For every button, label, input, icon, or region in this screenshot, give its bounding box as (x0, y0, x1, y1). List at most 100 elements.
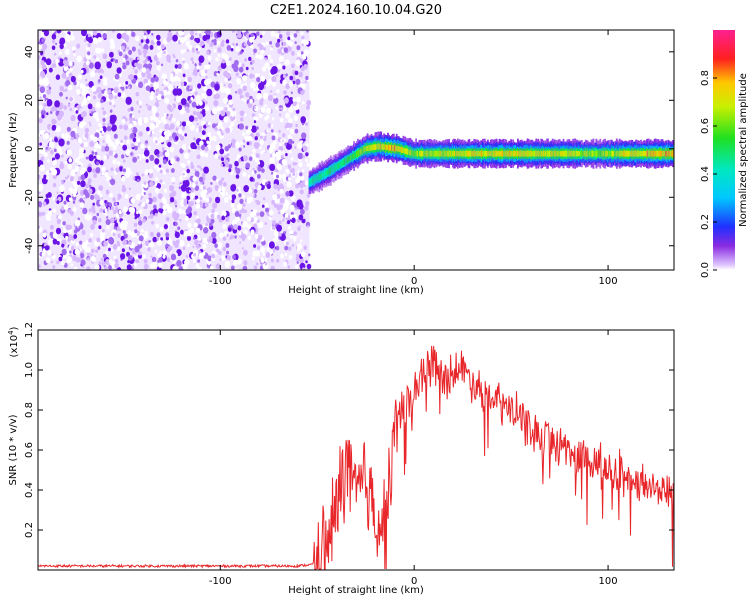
noise-blob (182, 246, 186, 250)
noise-blob (92, 202, 95, 206)
noise-blob (161, 196, 166, 203)
noise-blob (99, 75, 103, 79)
signal-cell (600, 150, 603, 157)
signal-cell (578, 151, 580, 157)
noise-blob (296, 253, 300, 258)
noise-blob (205, 241, 208, 245)
noise-blob (306, 105, 310, 110)
noise-blob (128, 187, 131, 191)
noise-blob (122, 57, 126, 62)
noise-blob (90, 248, 95, 254)
noise-blob (96, 212, 100, 217)
signal-cell (580, 151, 582, 157)
noise-blob (205, 198, 210, 203)
noise-blob (185, 120, 191, 127)
signal-cell (310, 179, 313, 184)
noise-blob (288, 117, 293, 124)
noise-blob (95, 47, 101, 54)
noise-blob (193, 222, 198, 228)
noise-blob (99, 200, 104, 206)
noise-blob (224, 77, 228, 82)
noise-blob (242, 265, 248, 270)
noise-blob (156, 239, 162, 246)
noise-blob (82, 207, 88, 215)
noise-blob (212, 123, 217, 129)
noise-blob (153, 82, 159, 89)
signal-cell (614, 150, 617, 157)
noise-blob (50, 260, 54, 264)
noise-blob (88, 238, 92, 243)
noise-blob (192, 245, 195, 249)
noise-blob (264, 57, 268, 61)
noise-blob (47, 159, 50, 163)
noise-blob (173, 55, 176, 59)
noise-blob (95, 249, 99, 253)
noise-blob (181, 121, 187, 127)
noise-blob (93, 148, 97, 153)
signal-cell (376, 144, 379, 150)
noise-blob (226, 216, 230, 220)
noise-blob (118, 51, 123, 57)
signal-cell (558, 150, 561, 157)
noise-blob (82, 99, 88, 106)
noise-blob (230, 114, 236, 121)
noise-blob (276, 258, 280, 263)
signal-cell (644, 151, 646, 157)
noise-blob (176, 88, 183, 96)
noise-blob (38, 84, 41, 88)
noise-blob (116, 33, 122, 40)
noise-blob (98, 261, 102, 265)
noise-blob (251, 171, 255, 175)
noise-blob (41, 64, 47, 70)
noise-blob (121, 32, 127, 40)
noise-blob (226, 233, 229, 237)
noise-blob (74, 158, 79, 163)
noise-blob (64, 133, 70, 140)
noise-blob (291, 217, 296, 224)
signal-cell (667, 150, 670, 157)
noise-blob (197, 83, 202, 89)
noise-blob (121, 86, 125, 91)
noise-blob (241, 63, 245, 68)
noise-blob (79, 94, 82, 97)
signal-cell (545, 150, 547, 157)
signal-cell (322, 172, 324, 178)
snr-x-label: Height of straight line (km) (288, 585, 424, 596)
noise-blob (228, 82, 233, 89)
noise-blob (163, 113, 167, 117)
noise-blob (113, 209, 117, 215)
signal-cell (668, 150, 671, 157)
noise-blob (267, 54, 272, 60)
signal-cell (381, 144, 384, 150)
noise-blob (210, 213, 215, 219)
noise-blob (42, 94, 47, 99)
signal-cell (414, 150, 416, 157)
signal-cell (440, 150, 443, 157)
noise-blob (224, 159, 229, 165)
noise-blob (69, 96, 74, 102)
noise-blob (221, 193, 225, 197)
noise-blob (132, 176, 136, 180)
noise-blob (38, 184, 42, 191)
noise-blob (226, 60, 231, 67)
signal-cell (533, 150, 536, 157)
noise-blob (87, 181, 91, 186)
noise-blob (222, 223, 227, 230)
noise-blob (163, 224, 168, 230)
noise-blob (112, 243, 118, 250)
noise-blob (206, 64, 211, 69)
noise-blob (165, 168, 169, 173)
noise-blob (165, 236, 169, 241)
noise-blob (205, 30, 211, 36)
signal-cell (508, 150, 511, 157)
noise-blob (279, 188, 284, 194)
noise-blob (109, 109, 113, 113)
noise-blob (242, 203, 246, 207)
noise-blob (235, 72, 239, 77)
signal-cell (344, 158, 347, 165)
noise-blob (41, 252, 45, 257)
noise-blob (166, 113, 169, 117)
signal-cell (465, 150, 468, 157)
noise-blob (242, 85, 247, 91)
